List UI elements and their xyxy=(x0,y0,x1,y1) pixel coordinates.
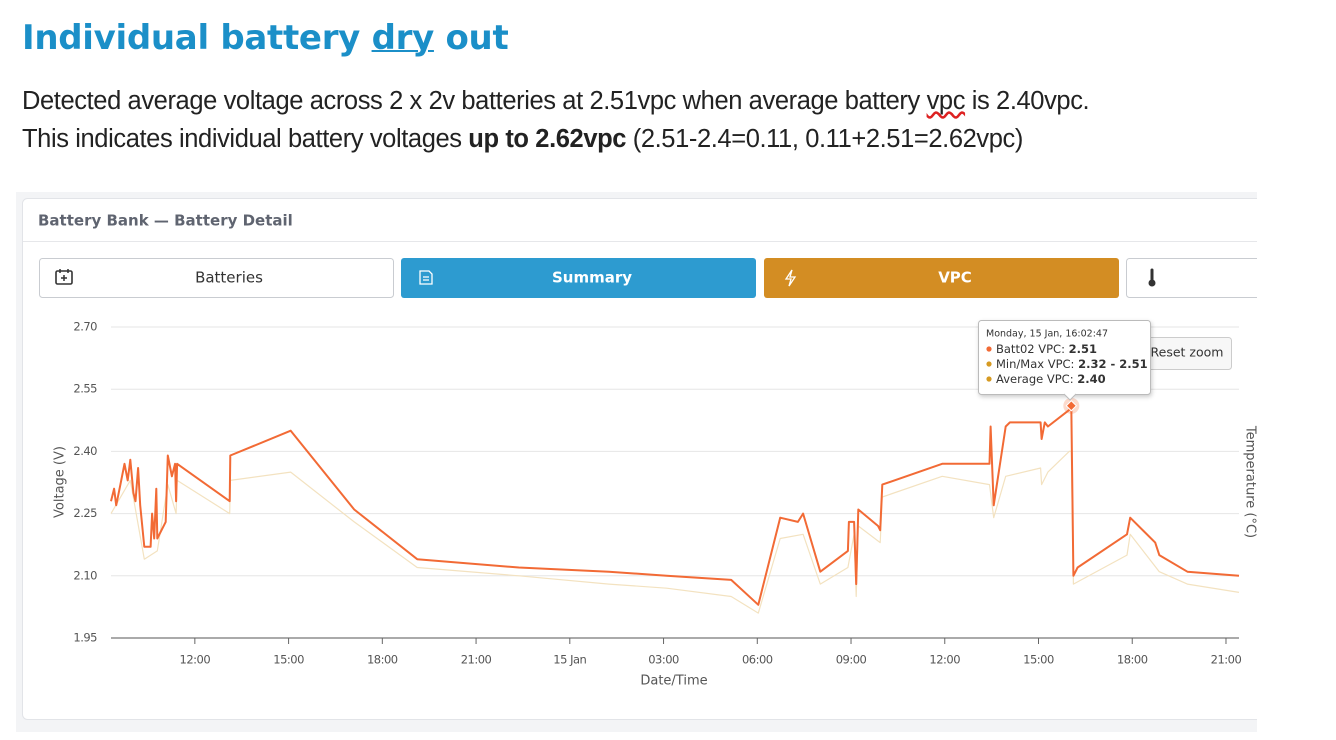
calendar-icon-detail xyxy=(59,269,69,281)
calendar-icon xyxy=(55,270,73,285)
y2-axis-title: Temperature (°C) xyxy=(1243,425,1258,538)
y-tick-label: 1.95 xyxy=(73,631,97,645)
tab[interactable] xyxy=(764,258,1119,298)
tab[interactable] xyxy=(39,258,394,298)
paragraph-line: This indicates individual battery voltag… xyxy=(22,120,1089,158)
bolt-icon xyxy=(784,269,797,287)
tooltip-value: 2.32 - 2.51 xyxy=(1078,357,1148,371)
y-tick-label: 2.40 xyxy=(73,444,97,458)
x-tick-label: 21:00 xyxy=(1211,653,1242,667)
x-tick-label: 18:00 xyxy=(1117,653,1148,667)
tooltip-value: 2.40 xyxy=(1077,372,1105,386)
tooltip-label: Batt02 VPC: xyxy=(996,342,1069,356)
tooltip-item: Batt02 VPC: 2.51 xyxy=(996,342,1097,356)
x-tick-label: 03:00 xyxy=(648,653,679,667)
heading-text: out xyxy=(433,18,509,58)
x-tick-label: 12:00 xyxy=(929,653,960,667)
paragraph-line: Detected average voltage across 2 x 2v b… xyxy=(22,82,1090,120)
tab[interactable] xyxy=(1126,258,1287,298)
y-axis-title: Voltage (V) xyxy=(53,446,68,518)
text: This indicates individual battery voltag… xyxy=(22,125,469,153)
tooltip-value: 2.51 xyxy=(1069,342,1097,356)
y-tick-label: 2.55 xyxy=(73,382,97,396)
bold-text: up to 2.62vpc xyxy=(468,125,627,153)
tab-active[interactable] xyxy=(401,258,756,298)
text: Detected average voltage across 2 x 2v b… xyxy=(22,87,927,115)
tooltip-pointer xyxy=(1063,393,1077,401)
heading-link[interactable]: dry xyxy=(371,18,435,58)
tooltip-bullet xyxy=(986,376,992,382)
summary-icon xyxy=(419,270,433,285)
tooltip-item: Min/Max VPC: 2.32 - 2.51 xyxy=(996,357,1148,371)
tooltip-bullet xyxy=(986,361,992,367)
series-line xyxy=(110,450,1240,614)
tab-label: Batteries xyxy=(195,269,263,287)
series-line xyxy=(110,404,1240,606)
x-tick-label: 12:00 xyxy=(180,653,211,667)
text: (2.51-2.4=0.11, 0.11+2.51=2.62vpc) xyxy=(626,125,1024,153)
heading: Individual battery dry out xyxy=(22,18,1089,58)
y-tick-label: 2.70 xyxy=(73,320,97,334)
tooltip-item: Average VPC: 2.40 xyxy=(996,372,1106,386)
tooltip-title: Monday, 15 Jan, 16:02:47 xyxy=(986,329,1108,340)
x-tick-label: 15 Jan xyxy=(553,653,586,667)
tooltip-label: Min/Max VPC: xyxy=(996,357,1078,371)
x-tick-label: 15:00 xyxy=(1023,653,1054,667)
y-tick-label: 2.25 xyxy=(73,506,97,520)
tooltip-label: Average VPC: xyxy=(996,372,1077,386)
misspelled-word: vpc xyxy=(926,87,966,115)
hover-marker xyxy=(1065,400,1078,412)
tab-label: Summary xyxy=(552,269,632,287)
x-tick-label: 18:00 xyxy=(367,653,398,667)
x-tick-label: 09:00 xyxy=(836,653,867,667)
x-tick-label: 21:00 xyxy=(461,653,492,667)
document: Individual battery dry out Detected aver… xyxy=(22,18,1090,158)
tooltip-bullet xyxy=(986,346,992,352)
text: is 2.40vpc. xyxy=(965,87,1090,115)
heading-text: Individual battery xyxy=(22,18,372,58)
thermometer-bulb xyxy=(1148,279,1156,287)
card xyxy=(22,198,1257,720)
reset-zoom-label: Reset zoom xyxy=(1151,345,1224,360)
y-tick-label: 2.10 xyxy=(73,568,97,582)
x-tick-label: 06:00 xyxy=(742,653,773,667)
tab-label: VPC xyxy=(938,269,972,287)
card-title: Battery Bank — Battery Detail xyxy=(38,212,293,230)
x-tick-label: 15:00 xyxy=(273,653,304,667)
x-axis-title: Date/Time xyxy=(640,674,707,689)
tooltip: Monday, 15 Jan, 16:02:47 Batt02 VPC: 2.5… xyxy=(978,320,1151,401)
